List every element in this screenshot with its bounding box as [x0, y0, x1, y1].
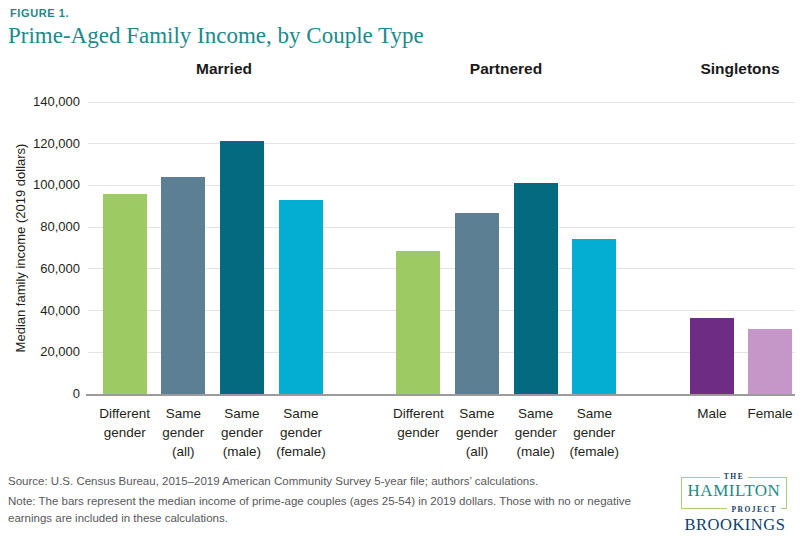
bar [514, 183, 558, 394]
gridline [88, 143, 795, 144]
x-axis-line [86, 394, 795, 396]
bar [690, 318, 734, 394]
source-note: Source: U.S. Census Bureau, 2015–2019 Am… [8, 473, 538, 490]
gridline [88, 102, 795, 103]
x-tick-label: Female [732, 404, 800, 423]
bar [279, 200, 323, 394]
chart-title: Prime-Aged Family Income, by Couple Type [8, 23, 424, 49]
group-header: Partnered [426, 60, 586, 78]
bar [455, 213, 499, 394]
x-tick-label: Same gender (female) [263, 404, 339, 461]
y-tick-label: 20,000 [10, 344, 80, 360]
y-tick-label: 140,000 [10, 94, 80, 110]
y-tick-label: 0 [10, 386, 80, 402]
y-tick-label: 80,000 [10, 219, 80, 235]
brookings-wordmark: BROOKINGS [681, 515, 789, 535]
logo-the-text: THE [720, 472, 748, 481]
group-header: Singletons [660, 60, 800, 78]
figure-canvas: FIGURE 1. Prime-Aged Family Income, by C… [0, 0, 800, 547]
y-tick-label: 100,000 [10, 177, 80, 193]
group-header: Married [144, 60, 304, 78]
bar [748, 329, 792, 394]
footnote: Note: The bars represent the median inco… [8, 493, 676, 527]
bar [161, 177, 205, 394]
bar [572, 239, 616, 394]
bar [396, 251, 440, 394]
y-tick-label: 40,000 [10, 303, 80, 319]
logo-hamilton-text: HAMILTON [682, 481, 786, 501]
figure-number-label: FIGURE 1. [10, 7, 69, 19]
hamilton-project-logo: THE HAMILTON PROJECT [681, 477, 787, 509]
logo-project-text: PROJECT [727, 505, 781, 514]
bar [220, 141, 264, 394]
y-tick-label: 60,000 [10, 261, 80, 277]
bar [103, 194, 147, 394]
y-tick-label: 120,000 [10, 136, 80, 152]
x-tick-label: Same gender (female) [556, 404, 632, 461]
